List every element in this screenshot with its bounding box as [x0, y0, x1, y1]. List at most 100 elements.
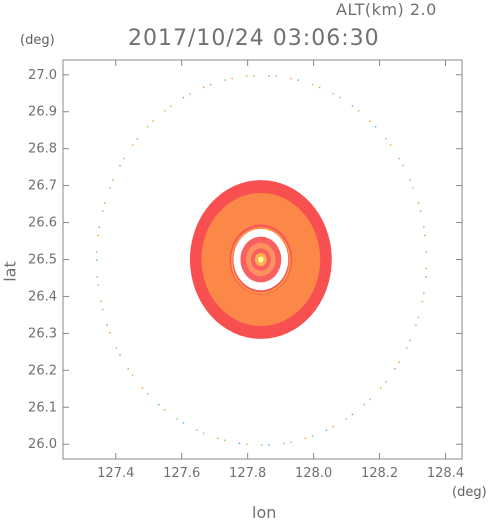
- scan-dot: [146, 393, 149, 395]
- scan-dot: [424, 234, 426, 237]
- scan-dot: [406, 347, 408, 349]
- scan-dot: [369, 398, 371, 401]
- scan-dot: [332, 93, 334, 95]
- scan-dot: [101, 210, 104, 212]
- scan-dot: [189, 93, 191, 95]
- scan-dot: [369, 120, 371, 122]
- scan-dot: [202, 432, 205, 434]
- scan-dot: [152, 120, 154, 122]
- scan-dot: [224, 439, 226, 442]
- scan-dot: [101, 308, 104, 311]
- scan-dot: [131, 374, 134, 377]
- scan-dot: [112, 179, 114, 181]
- scan-dot: [311, 83, 314, 86]
- y-tick-label: 26.8: [28, 142, 57, 157]
- scan-dot: [290, 441, 292, 443]
- scan-dot: [253, 75, 255, 77]
- altitude-label: ALT(km) 2.0: [336, 0, 437, 19]
- scan-dot: [170, 105, 172, 107]
- x-tick-label: 127.8: [229, 466, 266, 481]
- scan-dot: [339, 96, 341, 99]
- y-tick-label: 26.7: [28, 179, 57, 194]
- scan-dot: [283, 442, 285, 445]
- scan-dot: [311, 435, 314, 437]
- scan-dot: [182, 422, 185, 424]
- scan-dot: [290, 77, 292, 80]
- y-tick-label: 26.5: [28, 253, 57, 268]
- scan-dot: [409, 339, 411, 342]
- scan-dot: [423, 292, 425, 294]
- scan-dot: [127, 368, 129, 370]
- scan-dot: [385, 381, 387, 383]
- scan-dot: [385, 138, 387, 140]
- scan-dot: [417, 316, 420, 319]
- scan-dot: [109, 186, 111, 189]
- scan-dot: [123, 157, 125, 160]
- x-tick-label: 127.4: [97, 466, 134, 481]
- scan-dot: [146, 126, 149, 128]
- y-tick-label: 26.4: [28, 289, 57, 304]
- scan-dot: [423, 226, 425, 228]
- scan-dot: [98, 226, 101, 228]
- scan-dot: [351, 413, 354, 416]
- scan-dot: [141, 387, 144, 389]
- scan-dot: [421, 300, 424, 303]
- scan-circle-layer: [96, 75, 428, 446]
- y-tick-label: 27.0: [28, 68, 57, 83]
- scan-dot: [196, 429, 198, 431]
- scan-dot: [398, 361, 400, 363]
- scan-dot: [363, 403, 366, 406]
- scan-dot: [357, 110, 360, 112]
- scan-dot: [304, 437, 307, 440]
- x-axis-unit: (deg): [452, 485, 487, 500]
- scan-dot: [97, 234, 99, 237]
- scan-dot: [419, 210, 422, 212]
- y-tick-label: 26.6: [28, 216, 57, 231]
- y-tick-label: 26.2: [28, 363, 57, 378]
- x-tick-label: 127.6: [163, 466, 200, 481]
- scan-dot: [109, 332, 111, 334]
- scan-dot: [374, 126, 377, 128]
- scan-dot: [398, 157, 400, 160]
- scan-dot: [231, 77, 233, 80]
- scan-dot: [246, 443, 248, 445]
- scan-dot: [104, 202, 106, 204]
- scan-dot: [182, 96, 185, 99]
- echo-ring-9: [258, 256, 264, 263]
- scan-dot: [176, 418, 178, 420]
- scan-dot: [415, 324, 417, 326]
- scan-dot: [394, 368, 396, 370]
- scan-dot: [268, 75, 270, 77]
- echo-layer: [189, 180, 332, 339]
- scan-dot: [163, 110, 166, 112]
- scan-dot: [351, 105, 354, 107]
- scan-dot: [119, 164, 121, 167]
- scan-dot: [202, 86, 205, 89]
- scan-dot: [119, 354, 121, 356]
- scan-dot: [409, 179, 411, 181]
- y-axis-unit: (deg): [20, 33, 55, 48]
- axes-layer: 127.4 127.6 127.8 128.0 128.2 128.4 26.0 26.1 26…: [28, 59, 464, 481]
- y-tick-label: 26.3: [28, 326, 57, 341]
- scan-dot: [380, 387, 382, 389]
- scan-dot: [297, 79, 299, 81]
- x-tick-label: 128.2: [361, 466, 398, 481]
- scan-dot: [115, 347, 118, 349]
- echo-rim: [231, 227, 291, 294]
- scan-dot: [417, 202, 420, 204]
- x-tick-label: 128.0: [295, 466, 332, 481]
- x-axis-label: lon: [252, 503, 277, 522]
- datetime-title: 2017/10/24 03:06:30: [128, 26, 380, 51]
- scan-dot: [97, 284, 99, 286]
- y-tick-label: 26.0: [28, 437, 57, 452]
- scan-dot: [209, 83, 212, 86]
- scan-dot: [246, 75, 248, 77]
- scan-dot: [318, 86, 321, 89]
- y-tick-label: 26.9: [28, 105, 57, 120]
- scan-dot: [96, 259, 98, 261]
- x-tick-label: 128.4: [427, 466, 464, 481]
- scan-dot: [136, 138, 139, 140]
- scan-dot: [100, 300, 102, 303]
- scan-dot: [106, 324, 108, 326]
